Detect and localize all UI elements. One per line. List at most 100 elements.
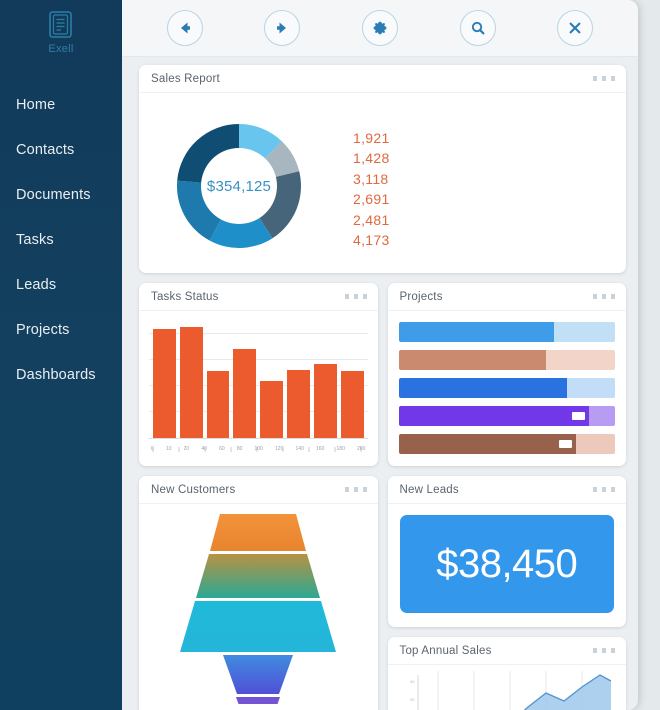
sidebar: Exell Home Contacts Documents Tasks Lead… (0, 0, 122, 710)
legend-value: 1,921 (353, 129, 390, 146)
close-button[interactable] (557, 10, 594, 46)
new-leads-body: $38,450 (388, 504, 627, 627)
card-header: Top Annual Sales (387, 637, 626, 665)
area-chart-svg: 40 20 (410, 671, 611, 710)
sidebar-item-dashboards[interactable]: Dashboards (0, 353, 122, 398)
card-header: Tasks Status (139, 283, 378, 311)
x-tick-label: 10 (165, 445, 172, 453)
sales-report-body: $354,125 1,921 1,428 3,118 2,691 2,481 4… (139, 93, 626, 273)
grid-line (149, 359, 368, 360)
card-sales-report: Sales Report (139, 65, 626, 273)
card-header: Projects (387, 283, 626, 311)
funnel-segment (223, 655, 294, 694)
sidebar-item-label: Projects (16, 322, 70, 338)
sidebar-item-documents[interactable]: Documents (0, 173, 122, 218)
legend-value: 3,118 (353, 170, 389, 187)
bar (153, 329, 176, 438)
card-menu-icon[interactable] (593, 294, 615, 299)
grid-line (149, 411, 368, 412)
card-header: New Customers (139, 476, 378, 504)
legend-value: 2,481 (353, 211, 390, 228)
dashboard-scroll-area[interactable]: Sales Report (122, 57, 638, 710)
sidebar-item-label: Dashboards (16, 367, 96, 383)
progress-bar[interactable] (398, 350, 615, 370)
legend-value: 4,173 (353, 232, 390, 248)
legend-value: 1,428 (353, 150, 390, 166)
annual-area-chart: 40 20 (388, 665, 627, 710)
bar (260, 380, 284, 438)
card-menu-icon[interactable] (593, 487, 615, 492)
progress-bar[interactable] (398, 434, 615, 454)
card-menu-icon[interactable] (344, 487, 367, 492)
card-title: New Customers (151, 483, 236, 496)
app-logo[interactable]: Exell (0, 0, 122, 55)
settings-button[interactable] (361, 10, 398, 46)
funnel-svg (180, 514, 337, 704)
card-title: New Leads (399, 483, 459, 496)
app-logo-label: Exell (48, 43, 74, 55)
x-tick-label: 140 (295, 445, 304, 453)
content-panel: Sales Report (122, 0, 638, 710)
back-button[interactable] (166, 10, 203, 46)
progress-marker (559, 440, 573, 448)
x-axis-labels: 0 10 20 40 60 80 100 120 140 160 180 (149, 443, 368, 453)
bar (179, 326, 203, 438)
svg-text:20: 20 (410, 697, 415, 702)
sidebar-item-label: Leads (16, 277, 57, 293)
card-header: Sales Report (139, 65, 626, 93)
funnel-segment (210, 514, 307, 551)
sidebar-item-leads[interactable]: Leads (0, 263, 122, 308)
forward-icon (273, 19, 291, 37)
grid-line (149, 333, 368, 334)
progress-bar[interactable] (398, 322, 615, 342)
card-title: Tasks Status (151, 290, 219, 303)
sidebar-item-home[interactable]: Home (0, 83, 122, 128)
new-leads-tile: $38,450 (399, 515, 614, 613)
x-tick-label: 200 (357, 445, 366, 453)
x-tick-label: 20 (183, 445, 190, 453)
tasks-bar-chart: 0 10 20 40 60 80 100 120 140 160 180 (139, 311, 378, 466)
card-new-leads: New Leads $38,450 (387, 476, 627, 627)
row-customers-leads: New Customers (139, 476, 626, 710)
card-projects: Projects (387, 283, 626, 466)
bar-plot (149, 321, 368, 439)
forward-button[interactable] (264, 10, 301, 46)
area-fill (524, 675, 611, 710)
card-tasks-status: Tasks Status (139, 283, 378, 466)
x-tick-label: 0 (151, 445, 154, 453)
sales-legend: 1,921 1,428 3,118 2,691 2,481 4,173 (339, 99, 390, 273)
axis-ticks (149, 439, 368, 452)
sidebar-item-tasks[interactable]: Tasks (0, 218, 122, 263)
progress-marker (572, 412, 586, 420)
row-tasks-projects: Tasks Status (139, 283, 626, 476)
card-title: Projects (399, 290, 443, 303)
document-icon (46, 10, 76, 42)
funnel-chart (139, 504, 378, 709)
x-tick-label: 80 (236, 445, 243, 453)
x-tick-label: 60 (219, 445, 225, 453)
donut-center-value: $354,125 (206, 177, 272, 195)
progress-bar[interactable] (398, 378, 615, 398)
sidebar-item-contacts[interactable]: Contacts (0, 128, 122, 173)
search-icon (469, 19, 487, 37)
col-leads-annual: New Leads $38,450 Top Annual (387, 476, 627, 710)
x-tick-label: 160 (316, 445, 325, 453)
search-button[interactable] (459, 10, 496, 46)
card-new-customers: New Customers (139, 476, 378, 710)
card-menu-icon[interactable] (593, 648, 615, 653)
close-icon (566, 19, 584, 37)
bar (340, 371, 364, 438)
new-leads-value: $38,450 (436, 541, 578, 586)
x-tick-label: 40 (201, 445, 207, 453)
card-header: New Leads (387, 476, 626, 504)
progress-fill (398, 378, 568, 398)
card-menu-icon[interactable] (593, 76, 615, 81)
funnel-segment (180, 601, 337, 652)
card-menu-icon[interactable] (344, 294, 367, 299)
sidebar-item-projects[interactable]: Projects (0, 308, 122, 353)
donut-chart: $354,125 (139, 99, 339, 273)
progress-fill (398, 350, 546, 370)
progress-bar[interactable] (398, 406, 615, 426)
donut-center: $354,125 (201, 148, 277, 224)
